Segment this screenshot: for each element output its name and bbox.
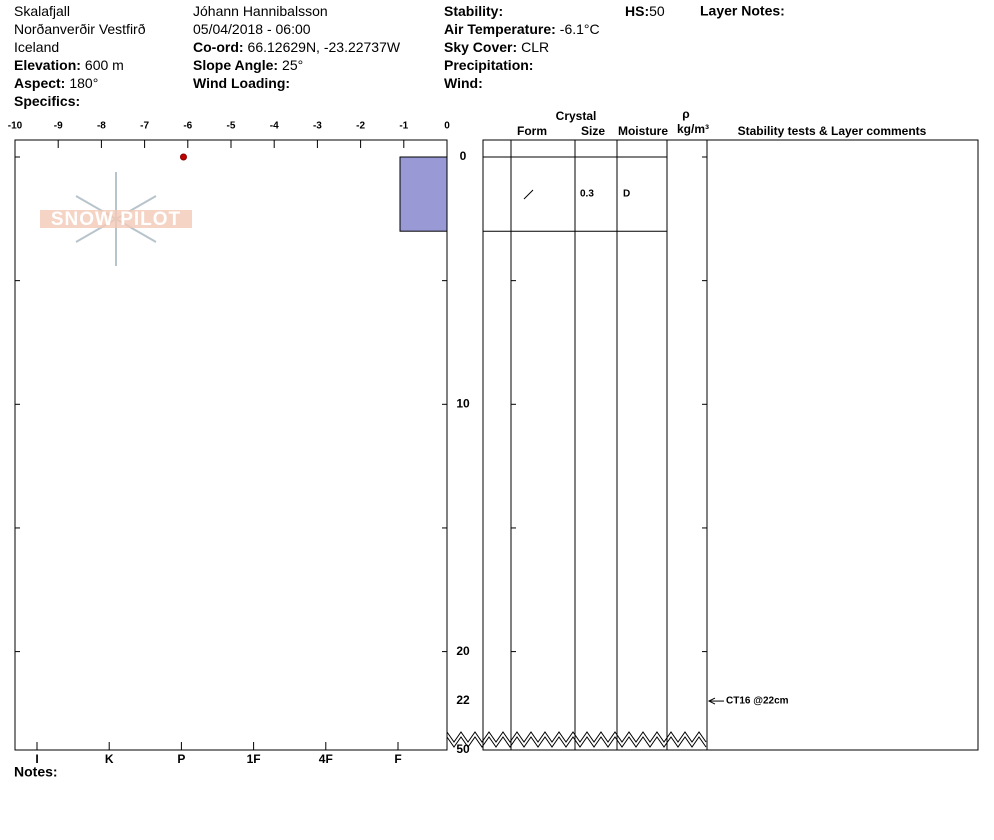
depth-label: 20	[456, 644, 470, 658]
field-label: Aspect:	[14, 75, 65, 91]
field-label: Elevation:	[14, 57, 81, 73]
logo-band	[40, 210, 192, 228]
layer-moisture: D	[623, 189, 630, 200]
field-label: HS:	[625, 3, 649, 19]
header-field: Specifics:	[14, 93, 80, 109]
header-field: Wind:	[444, 75, 483, 91]
hardness-label: P	[177, 752, 185, 766]
depth-label: 10	[456, 396, 470, 410]
header-field: Slope Angle: 25°	[193, 57, 303, 73]
header-field: Stability:	[444, 3, 503, 19]
header-field: Aspect: 180°	[14, 75, 98, 91]
field-label: Specifics:	[14, 93, 80, 109]
hardness-label: 4F	[319, 752, 333, 766]
field-value: CLR	[521, 39, 549, 55]
layer-size: 0.3	[580, 189, 594, 200]
air-temp-point	[179, 153, 187, 161]
table-frame	[482, 139, 979, 751]
field-value: 600 m	[85, 57, 124, 73]
temp-tick-label: 0	[444, 121, 450, 132]
field-value: 66.12629N, -23.22737W	[248, 39, 401, 55]
field-value: 25°	[282, 57, 303, 73]
test-label: CT16 @22cm	[726, 696, 789, 707]
field-label: Stability:	[444, 3, 503, 19]
header-hs: HS:50	[625, 3, 665, 19]
layer-notes: Layer Notes:	[700, 3, 785, 19]
field-label: Wind:	[444, 75, 483, 91]
depth-label: 22	[456, 693, 470, 707]
field-label: Sky Cover:	[444, 39, 517, 55]
table-columns	[510, 140, 708, 750]
layer-bar	[399, 156, 448, 232]
hardness-label: F	[394, 752, 401, 766]
header-field: Co-ord: 66.12629N, -23.22737W	[193, 39, 401, 55]
temp-tick-label: -10	[8, 121, 23, 132]
header-field: Elevation: 600 m	[14, 57, 124, 73]
field-value: Iceland	[14, 39, 59, 55]
axis-break	[446, 736, 707, 748]
depth-label: 0	[460, 149, 467, 163]
field-value: Jóhann Hannibalsson	[193, 3, 328, 19]
header-crystal: Crystal	[556, 109, 597, 123]
header-moisture: Moisture	[618, 124, 668, 138]
header-field: Sky Cover: CLR	[444, 39, 549, 55]
field-value: Skalafjall	[14, 3, 70, 19]
field-value: 05/04/2018 - 06:00	[193, 21, 311, 37]
header-field: Skalafjall	[14, 3, 70, 19]
field-value: 180°	[69, 75, 98, 91]
field-value: Norðanverðir Vestfirð	[14, 21, 146, 37]
temp-tick-label: -2	[356, 121, 365, 132]
form-symbol	[523, 189, 534, 200]
header-size: Size	[581, 124, 605, 138]
logo-text: SNOW PILOT	[51, 209, 181, 230]
temp-tick-label: -8	[97, 121, 106, 132]
test-arrowhead	[707, 697, 716, 705]
temp-tick-label: -4	[270, 121, 279, 132]
header-comments: Stability tests & Layer comments	[738, 124, 927, 138]
hardness-label: I	[35, 752, 38, 766]
header-rho: ρ	[682, 107, 689, 121]
hardness-label: 1F	[247, 752, 261, 766]
header-field: Norðanverðir Vestfirð	[14, 21, 146, 37]
temp-tick-label: -1	[399, 121, 408, 132]
temp-tick-label: -6	[183, 121, 192, 132]
field-label: Slope Angle:	[193, 57, 278, 73]
depth-label: 50	[456, 742, 470, 756]
temp-tick-label: -5	[227, 121, 236, 132]
field-label: Wind Loading:	[193, 75, 290, 91]
header-unit: kg/m³	[677, 122, 709, 136]
temp-tick-label: -7	[140, 121, 149, 132]
header-field: Iceland	[14, 39, 59, 55]
notes: Notes:	[14, 764, 58, 780]
header-form: Form	[517, 124, 547, 138]
hardness-label: K	[105, 752, 114, 766]
header-field: Jóhann Hannibalsson	[193, 3, 328, 19]
field-value: 50	[649, 3, 665, 19]
header-field: 05/04/2018 - 06:00	[193, 21, 311, 37]
field-label: Air Temperature:	[444, 21, 556, 37]
header-field: Precipitation:	[444, 57, 533, 73]
field-label: Co-ord:	[193, 39, 244, 55]
temp-tick-label: -9	[54, 121, 63, 132]
axis-break	[446, 731, 707, 743]
temp-tick-label: -3	[313, 121, 322, 132]
field-label: Precipitation:	[444, 57, 533, 73]
header-field: Wind Loading:	[193, 75, 290, 91]
plot-frame	[14, 139, 448, 751]
field-value: -6.1°C	[560, 21, 600, 37]
header-field: Air Temperature: -6.1°C	[444, 21, 600, 37]
